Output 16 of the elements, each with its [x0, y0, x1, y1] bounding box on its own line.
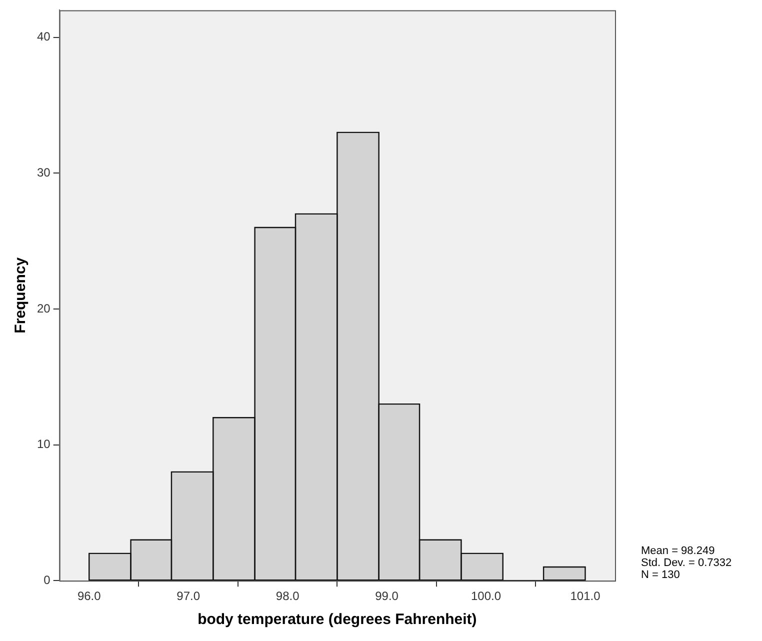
x-tick-label: 99.0: [375, 589, 399, 604]
x-axis-title: body temperature (degrees Fahrenheit): [198, 611, 477, 628]
y-tick-label: 30: [36, 165, 51, 180]
x-tick-label: 98.0: [276, 589, 300, 604]
text: Std. Dev. = 0.7332: [641, 557, 732, 569]
x-tick-label: 97.0: [176, 589, 200, 604]
x-tick-label: 100.0: [470, 589, 502, 604]
x-tick-label: 101.0: [570, 589, 601, 604]
y-tick-label: 40: [36, 30, 51, 44]
y-axis-title: Frequency: [12, 256, 30, 334]
text: N = 130: [641, 569, 681, 581]
y-tick-label: 20: [36, 301, 51, 316]
y-tick-label: 10: [36, 437, 51, 452]
text: Mean = 98.249: [641, 545, 716, 557]
x-tick-label: 96.0: [77, 589, 102, 604]
y-tick-label: 0: [44, 572, 51, 587]
